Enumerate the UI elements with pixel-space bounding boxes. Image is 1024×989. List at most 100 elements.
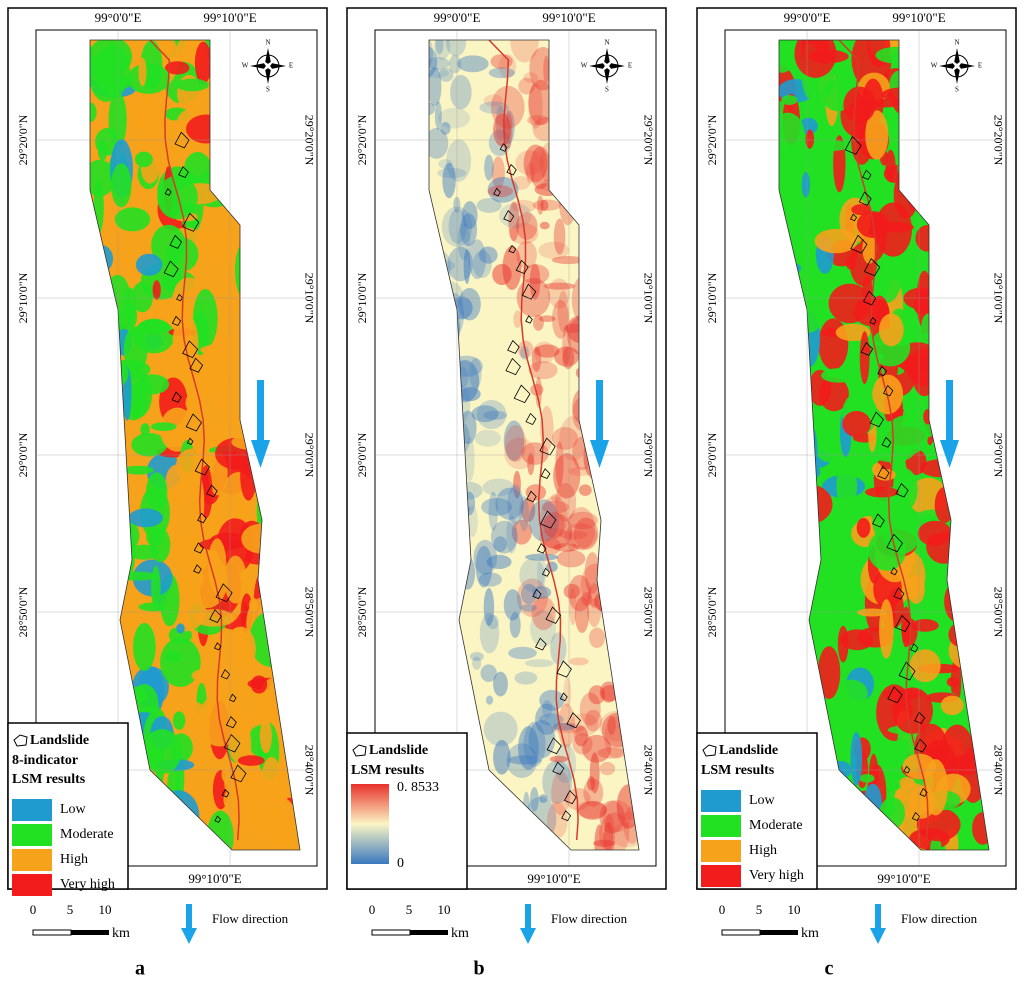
legend-label: Low: [749, 793, 776, 808]
lat-label: 29°0'0"N: [355, 432, 369, 477]
lat-label: 28°40'0"N: [641, 745, 655, 796]
landslide-outline: [525, 315, 533, 324]
terrain-patch: [581, 592, 593, 606]
landslide-outline: [186, 437, 194, 445]
terrain-patch: [865, 486, 899, 498]
terrain-patch: [237, 755, 265, 766]
scale-tick: 0: [30, 902, 37, 917]
legend-swatch: [701, 815, 741, 837]
compass-letter: S: [605, 86, 609, 94]
legend: Landslide LSM results 0. 8533 0: [346, 732, 468, 890]
terrain-patch: [503, 420, 525, 461]
terrain-patch: [207, 538, 227, 594]
terrain-patch: [583, 778, 604, 807]
lat-label: 29°10'0"N: [302, 273, 316, 324]
terrain-patch: [525, 162, 535, 184]
landslide-outline: [877, 465, 890, 480]
terrain-patch: [493, 113, 511, 147]
landslide-outline: [540, 510, 557, 529]
legend-label: Moderate: [749, 818, 803, 833]
legend-label: Very high: [60, 877, 115, 892]
lat-label: 29°20'0"N: [302, 115, 316, 166]
terrain-patch: [176, 623, 185, 634]
terrain-patch: [519, 496, 530, 532]
landslide-outline: [503, 210, 515, 223]
compass-star: [949, 58, 965, 74]
river: [149, 40, 240, 841]
scale-unit: km: [451, 926, 469, 941]
landslide-outline: [493, 187, 501, 197]
terrain-patch: [506, 743, 538, 778]
terrain-patch: [131, 281, 153, 313]
terrain-patch: [207, 337, 241, 376]
terrain-patch: [142, 729, 182, 775]
landslide-outline: [215, 583, 233, 603]
terrain-patch: [779, 112, 805, 157]
terrain-patch: [525, 553, 559, 561]
lat-label: 29°20'0"N: [705, 114, 719, 165]
landslide-outline: [860, 341, 874, 356]
legend-swatch: [12, 799, 52, 821]
terrain-patch: [448, 54, 462, 74]
landslide-outline: [883, 384, 894, 397]
terrain-patch: [814, 228, 858, 254]
terrain-patch: [140, 423, 150, 436]
legend-title: LSM results: [351, 763, 425, 778]
terrain-patch: [535, 376, 542, 408]
lat-label: 28°50'0"N: [991, 587, 1005, 638]
terrain-patch: [448, 208, 467, 244]
terrain-patch: [478, 572, 502, 587]
terrain-patch: [539, 794, 548, 803]
terrain-patch: [445, 40, 467, 57]
terrain-patch: [572, 733, 593, 755]
terrain-patch: [133, 622, 156, 671]
terrain-patch: [528, 361, 558, 380]
terrain-patch: [127, 63, 170, 94]
flow-arrow: [946, 380, 953, 440]
terrain-patch: [211, 395, 229, 409]
terrain-patch: [438, 159, 453, 169]
scale-unit: km: [801, 926, 819, 941]
terrain-patch: [227, 706, 248, 737]
terrain-patch: [429, 66, 442, 107]
terrain-patch: [578, 801, 607, 820]
terrain-patch: [836, 597, 856, 623]
landslide-outline: [858, 191, 872, 206]
landslide-outline: [910, 643, 919, 653]
terrain-patch: [869, 245, 903, 303]
terrain-patch: [547, 278, 571, 309]
terrain-patch: [551, 256, 585, 265]
map-panel: 99°0'0"E 99°10'0"E 99°10'0"E 29°20'0"N 29°20…: [7, 7, 328, 980]
terrain-patch: [872, 463, 882, 476]
landslide-icon: [13, 734, 28, 747]
terrain-patch: [836, 459, 858, 511]
terrain-patch: [476, 400, 507, 430]
terrain-patch: [193, 609, 234, 627]
terrain-patch: [603, 822, 614, 850]
terrain-patch: [811, 140, 850, 152]
landslide-outline: [525, 412, 537, 425]
terrain-patch: [819, 376, 849, 412]
terrain-patch: [508, 755, 542, 765]
legend-label: Low: [60, 802, 87, 817]
landslide-icon: [352, 744, 367, 757]
lat-label: 28°50'0"N: [355, 586, 369, 637]
panel-letter: c: [825, 958, 834, 980]
landslide-outline: [844, 135, 862, 155]
terrain-patch: [535, 703, 559, 735]
terrain-patch: [479, 612, 500, 654]
terrain-patch: [529, 263, 541, 300]
lat-label: 28°50'0"N: [302, 587, 316, 638]
terrain-patch: [539, 689, 565, 711]
landslide-outline: [182, 340, 199, 359]
landslide-outline: [850, 213, 858, 222]
landslide-outline: [911, 811, 921, 821]
terrain-patch: [523, 721, 546, 767]
terrain-patch: [567, 532, 576, 552]
terrain-patch: [473, 539, 498, 575]
flow-legend-arrow: [525, 904, 531, 928]
terrain-patch: [504, 424, 527, 463]
terrain-patch: [562, 325, 571, 365]
terrain-patch: [210, 228, 243, 263]
terrain-patch: [480, 664, 497, 683]
